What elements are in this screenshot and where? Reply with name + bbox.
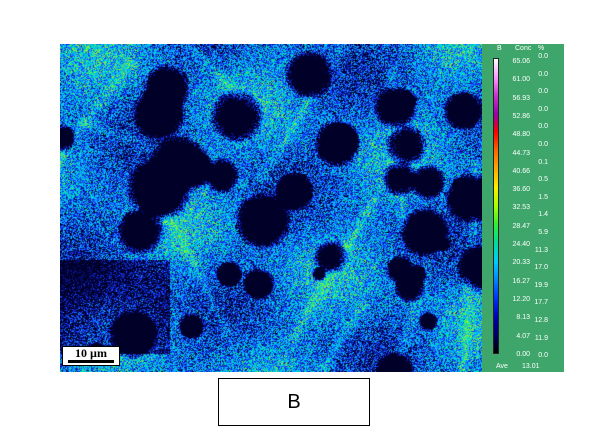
legend-pct-value: 0.5	[538, 176, 548, 184]
legend-conc-value: 61.00	[512, 76, 530, 84]
legend-conc-value: 24.40	[512, 241, 530, 248]
panel-caption: B	[218, 378, 370, 426]
legend-conc-value: 28.47	[512, 222, 530, 230]
legend-ave-value: 13.01	[522, 363, 540, 370]
scale-bar: 10 µm	[62, 346, 120, 366]
legend-pct-value: 1.5	[538, 193, 548, 201]
legend-pct-value: 0.0	[538, 123, 548, 131]
legend-conc-header: Conc	[515, 45, 532, 52]
legend-conc-value: 8.13	[516, 314, 530, 322]
legend-pct-value: 5.9	[538, 229, 548, 236]
legend-conc-value: 0.00	[516, 350, 530, 358]
elemental-concentration-map	[60, 44, 482, 372]
legend-pct-value: 17.0	[534, 264, 548, 272]
legend-element-label: B	[497, 45, 502, 52]
legend-conc-value: 4.07	[516, 332, 530, 340]
legend-conc-value: 32.53	[512, 204, 530, 212]
legend-pct-value: 0.1	[538, 158, 548, 166]
legend-pct-value: 12.8	[534, 317, 548, 324]
legend-pct-header: %	[538, 45, 545, 52]
legend-pct-value: 0.0	[538, 70, 548, 78]
legend-pct-value: 0.0	[538, 352, 548, 360]
legend-conc-value: 44.73	[512, 149, 530, 157]
scale-bar-line	[68, 360, 114, 363]
legend-pct-value: 0.0	[538, 53, 548, 60]
legend-pct-value: 11.3	[534, 246, 548, 254]
scale-bar-label: 10 µm	[75, 346, 107, 360]
legend-conc-value: 12.20	[512, 295, 530, 303]
legend-pct-value: 19.9	[534, 281, 548, 289]
legend-pct-value: 0.0	[538, 105, 548, 113]
legend-ave-label: Ave	[496, 363, 508, 370]
legend-conc-value: 52.86	[512, 112, 530, 120]
color-scale-bar	[493, 58, 499, 354]
legend-pct-value: 11.9	[534, 334, 548, 342]
legend-pct-value: 1.4	[538, 211, 548, 219]
legend-conc-value: 40.66	[512, 167, 530, 175]
legend-conc-value: 20.33	[512, 259, 530, 267]
legend-pct-value: 17.7	[534, 299, 548, 307]
legend-conc-value: 48.80	[512, 131, 530, 139]
concentration-legend: B Conc % 65.06 61.00 56.93 52.86 48.80 44.73 4…	[482, 44, 564, 372]
legend-conc-value: 65.06	[512, 58, 530, 65]
legend-pct-value: 0.0	[538, 141, 548, 148]
legend-conc-value: 56.93	[512, 94, 530, 102]
legend-conc-value: 36.60	[512, 186, 530, 194]
legend-conc-value: 16.27	[512, 277, 530, 285]
legend-pct-value: 0.0	[538, 88, 548, 96]
